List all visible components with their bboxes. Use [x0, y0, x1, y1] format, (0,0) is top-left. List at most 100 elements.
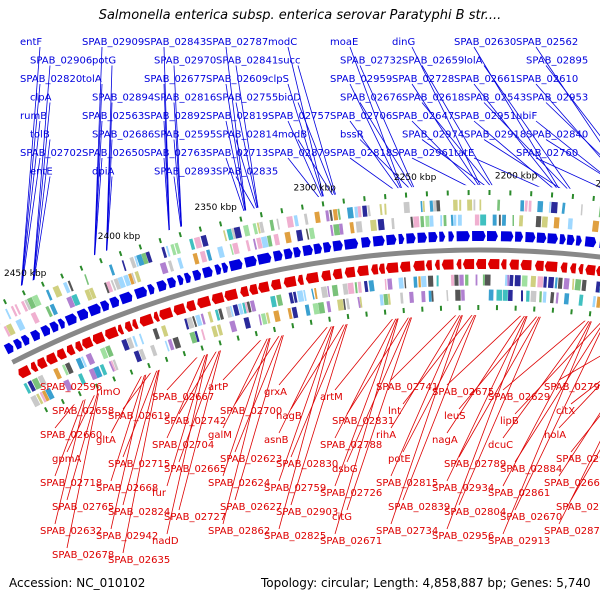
tick-mark	[291, 323, 295, 329]
forward-gene-arrow	[147, 284, 155, 295]
scale-label: 2450 kbp	[4, 269, 47, 279]
scale-label: 2250 kbp	[394, 173, 437, 183]
forward-callout-line	[535, 157, 600, 188]
forward-cog-block	[165, 245, 171, 257]
reverse-callout-line	[402, 304, 481, 501]
forward-cog-block	[232, 242, 240, 255]
forward-gene-arrow	[183, 272, 191, 284]
reverse-callout-line	[278, 315, 338, 386]
forward-gene-arrow	[372, 235, 385, 247]
tick-mark	[138, 244, 143, 250]
forward-callout-line	[359, 139, 419, 198]
forward-gene-label: SPAB_02909	[82, 37, 144, 48]
forward-cog-block	[170, 243, 177, 256]
reverse-gene-label: SPAB_02704	[152, 440, 214, 451]
reverse-cog-block	[132, 335, 138, 347]
forward-callout-line	[20, 157, 41, 298]
reverse-cog-block	[291, 306, 299, 319]
reverse-callout-line	[222, 327, 274, 525]
reverse-gene-arrow	[66, 344, 76, 356]
reverse-cog-block	[229, 320, 238, 333]
forward-gene-arrow	[417, 232, 427, 243]
reverse-cog-block	[61, 364, 69, 376]
forward-cog-block	[67, 280, 74, 292]
reverse-gene-label: potE	[388, 454, 411, 465]
reverse-callout-line	[122, 358, 162, 458]
forward-callout-line	[473, 120, 566, 199]
reverse-callout-line	[334, 308, 402, 487]
reverse-cog-block	[186, 316, 195, 329]
reverse-gene-arrow	[224, 288, 239, 301]
reverse-gene-label: holA	[544, 430, 566, 441]
reverse-gene-arrow	[297, 274, 304, 286]
reverse-cog-block	[167, 338, 175, 351]
forward-gene-arrow	[40, 325, 51, 337]
tick-mark	[280, 208, 284, 214]
reverse-callout-line	[558, 440, 600, 525]
forward-callout-line	[535, 120, 600, 173]
forward-cog-block	[136, 253, 145, 267]
reverse-gene-label: SPAB_02789	[444, 459, 506, 470]
reverse-gene-label: SPAB_02831	[332, 416, 394, 427]
forward-cog-block	[260, 236, 269, 249]
reverse-callout-line	[458, 306, 545, 458]
forward-callout-line	[411, 120, 486, 196]
forward-cog-block	[159, 262, 169, 275]
reverse-callout-line	[558, 412, 600, 477]
forward-callout-line	[225, 120, 248, 221]
reverse-gene-label: SPAB_02913	[488, 536, 550, 547]
forward-gene-arrow	[133, 286, 147, 300]
forward-gene-label: SPAB_02970	[154, 56, 216, 67]
reverse-gene-label: SPAB_02632	[40, 526, 102, 537]
tick-mark	[94, 383, 99, 389]
forward-gene-arrow	[547, 233, 558, 244]
forward-gene-label: moaE	[330, 37, 358, 48]
forward-cog-block	[24, 299, 32, 311]
reverse-gene-arrow	[596, 265, 600, 277]
reverse-cog-block	[304, 304, 311, 316]
forward-gene-label: entE	[30, 167, 53, 178]
reverse-cog-block	[273, 310, 281, 323]
forward-gene-arrow	[272, 250, 283, 262]
forward-gene-arrow	[472, 231, 486, 242]
reverse-gene-label: nagB	[276, 411, 302, 422]
forward-gene-label: SPAB_02686	[92, 130, 154, 141]
reverse-gene-arrow	[283, 275, 297, 288]
reverse-callout-line	[222, 327, 274, 477]
forward-callout-line	[359, 65, 419, 197]
reverse-cog-block	[80, 356, 88, 368]
forward-gene-label: lolA	[464, 56, 483, 67]
reverse-gene-label: lipB	[500, 416, 519, 427]
forward-gene-label: SPAB_02647	[392, 111, 454, 122]
forward-gene-arrow	[64, 313, 77, 326]
reverse-callout-line	[558, 355, 600, 381]
forward-gene-label: SPAB_02818	[330, 148, 392, 159]
reverse-cog-block	[110, 360, 117, 372]
reverse-gene-arrow	[240, 285, 250, 298]
reverse-gene-label: leuS	[444, 411, 466, 422]
forward-callout-line	[359, 102, 419, 198]
forward-gene-label: SPAB_02892	[144, 111, 206, 122]
reverse-cog-block	[342, 283, 349, 295]
reverse-gene-arrow	[399, 261, 411, 272]
reverse-callout-line	[278, 315, 338, 530]
reverse-gene-label: SPAB_02635	[108, 555, 170, 566]
reverse-gene-label: grxA	[264, 387, 287, 398]
reverse-callout-line	[502, 311, 596, 535]
forward-gene-arrow	[257, 252, 272, 265]
forward-gene-label: clpS	[268, 74, 289, 85]
reverse-gene-label: asnB	[264, 435, 289, 446]
reverse-callout-line	[390, 304, 467, 429]
forward-gene-arrow	[99, 300, 109, 312]
forward-gene-label: SPAB_02953	[526, 93, 588, 104]
forward-gene-label: SPAB_02894	[92, 93, 154, 104]
forward-callout-line	[163, 157, 171, 241]
tick-mark	[328, 316, 331, 322]
reverse-cog-block	[246, 301, 252, 313]
reverse-gene-label: SPAB_02718	[40, 478, 102, 489]
forward-gene-label: SPAB_02610	[516, 74, 578, 85]
reverse-cog-block	[287, 307, 293, 320]
tick-mark	[77, 390, 82, 397]
reverse-cog-block	[189, 331, 198, 344]
forward-gene-label: SPAB_02676	[340, 93, 402, 104]
